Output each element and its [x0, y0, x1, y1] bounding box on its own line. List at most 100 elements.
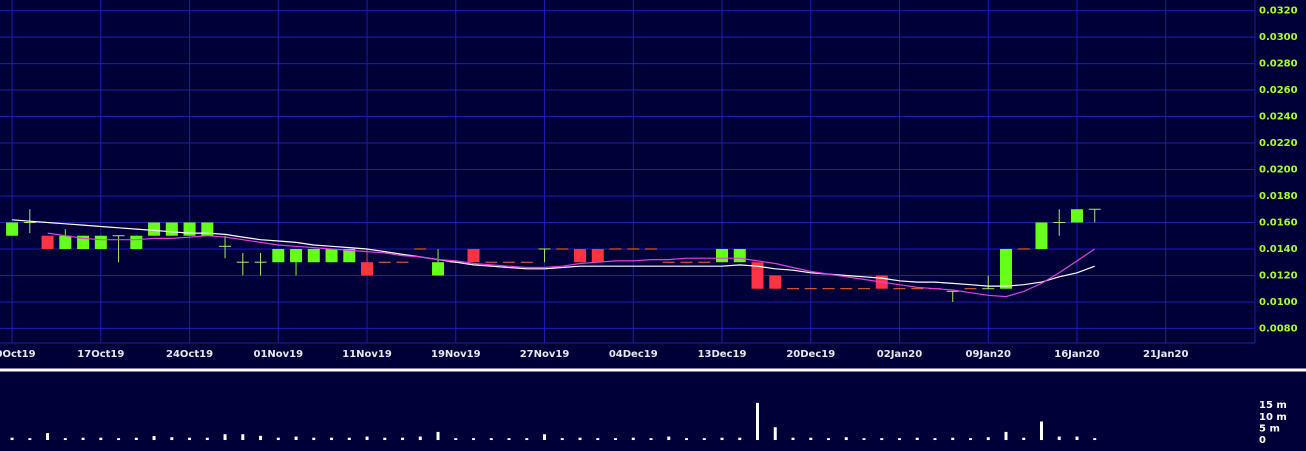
volume-bar: [63, 438, 67, 441]
candle-body: [59, 235, 72, 249]
volume-bar: [436, 431, 440, 441]
volume-bar: [614, 438, 618, 441]
volume-bar: [525, 438, 529, 441]
volume-bar: [312, 437, 316, 441]
volume-bar: [276, 437, 280, 441]
volume-bar: [223, 434, 227, 441]
volume-bar: [294, 436, 298, 441]
moving-average: [47, 232, 1096, 298]
y-tick-label: 0.0180: [1259, 191, 1298, 202]
x-tick-label: 16Jan20: [1054, 349, 1099, 360]
volume-bar: [1075, 436, 1079, 441]
volume-bar: [1057, 436, 1061, 441]
volume-bar: [791, 437, 795, 441]
volume-bar: [915, 437, 919, 441]
volume-bar: [951, 437, 955, 441]
volume-bar: [986, 437, 990, 441]
candle-body: [769, 275, 782, 289]
volume-bar: [152, 436, 156, 441]
candle-body: [751, 262, 764, 289]
y-tick-label: 0.0200: [1259, 165, 1298, 176]
volume-bar: [738, 437, 742, 441]
candle-body: [307, 248, 320, 263]
volume-bar: [543, 434, 547, 441]
volume-bar: [827, 438, 831, 441]
volume-tick-label: 10 m: [1259, 412, 1287, 423]
volume-bar: [347, 437, 351, 441]
volume-bar: [81, 437, 85, 441]
volume-bar: [631, 437, 635, 441]
volume-tick-label: 5 m: [1259, 423, 1280, 434]
volume-bar: [649, 438, 653, 441]
y-tick-label: 0.0220: [1259, 138, 1298, 149]
volume-bar: [862, 438, 866, 441]
candle-body: [325, 248, 338, 263]
volume-bar: [28, 438, 32, 441]
x-tick-label: 01Nov19: [254, 349, 304, 360]
candle-body: [272, 248, 285, 263]
x-tick-label: 09Jan20: [966, 349, 1011, 360]
volume-tick-label: 0: [1259, 435, 1266, 446]
volume-bar: [46, 433, 50, 441]
candle-body: [733, 248, 746, 263]
y-tick-label: 0.0320: [1259, 6, 1298, 17]
candle-body: [343, 248, 356, 263]
y-tick-label: 0.0100: [1259, 297, 1298, 308]
volume-bar: [1022, 437, 1026, 441]
volume-bar: [454, 438, 458, 441]
volume-tick-label: 15 m: [1259, 400, 1287, 411]
volume-bar: [773, 427, 777, 441]
candle-body: [290, 248, 303, 263]
volume-bar: [330, 437, 334, 441]
volume-bar: [472, 438, 476, 441]
volume-bar: [259, 435, 263, 441]
volume-bar: [99, 437, 103, 441]
y-tick-label: 0.0300: [1259, 32, 1298, 43]
moving-average: [12, 219, 1095, 287]
volume-bar: [596, 438, 600, 441]
candle-body: [999, 248, 1012, 289]
y-tick-label: 0.0160: [1259, 217, 1298, 228]
volume-bar: [188, 437, 192, 441]
candle-body: [94, 235, 107, 249]
volume-bar: [844, 437, 848, 441]
x-tick-label: 24Oct19: [166, 349, 213, 360]
volume-bar: [578, 437, 582, 441]
volume-bar: [968, 438, 972, 441]
candle-body: [432, 262, 445, 276]
volume-bar: [1039, 421, 1043, 441]
volume-bar: [809, 437, 813, 441]
volume-bar: [489, 438, 493, 441]
candle-body: [41, 235, 54, 249]
candle-body: [1035, 222, 1048, 249]
volume-bar: [418, 436, 422, 441]
volume-bar: [170, 437, 174, 441]
candle-body: [6, 222, 19, 236]
volume-bar: [702, 438, 706, 441]
volume-bar: [507, 438, 511, 441]
volume-bar: [241, 434, 245, 441]
y-tick-label: 0.0280: [1259, 59, 1298, 70]
volume-bar: [667, 436, 671, 441]
volume-bar: [756, 402, 760, 441]
candle-body: [1070, 209, 1083, 223]
candle-body: [574, 248, 587, 263]
y-tick-label: 0.0140: [1259, 244, 1298, 255]
x-tick-label: 11Nov19: [342, 349, 392, 360]
volume-bar: [933, 438, 937, 441]
volume-bar: [205, 437, 209, 441]
candle-body: [716, 248, 729, 263]
y-tick-label: 0.0240: [1259, 112, 1298, 123]
candle-body: [201, 222, 214, 236]
volume-bar: [720, 437, 724, 441]
volume-bar: [897, 438, 901, 441]
volume-bar: [10, 437, 14, 441]
candle-body: [591, 248, 604, 263]
x-tick-label: 17Oct19: [77, 349, 124, 360]
x-tick-label: 10Oct19: [0, 349, 36, 360]
x-tick-label: 19Nov19: [431, 349, 481, 360]
volume-bar: [383, 437, 387, 441]
volume-bar: [560, 438, 564, 441]
